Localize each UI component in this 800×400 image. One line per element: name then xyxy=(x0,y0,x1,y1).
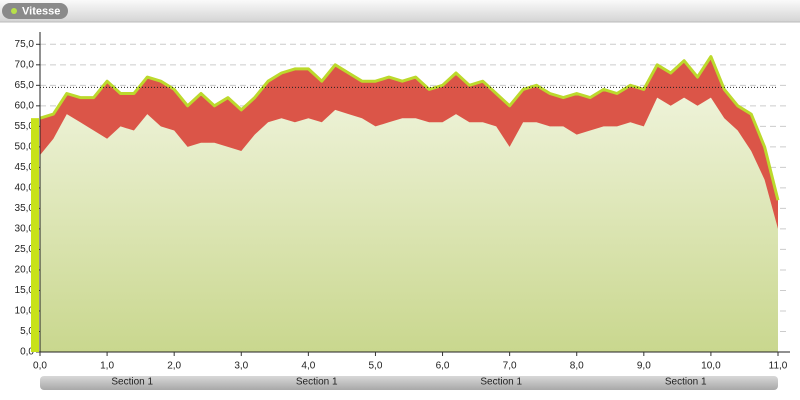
section-label: Section 1 xyxy=(111,377,153,388)
y-tick-label: 45,0 xyxy=(15,162,35,173)
x-tick-label: 9,0 xyxy=(637,361,651,372)
y-tick-label: 55,0 xyxy=(15,121,35,132)
x-tick-label: 4,0 xyxy=(301,361,315,372)
y-tick-label: 75,0 xyxy=(15,39,35,50)
y-tick-label: 25,0 xyxy=(15,244,35,255)
y-tick-label: 0,0 xyxy=(20,347,34,358)
x-tick-label: 2,0 xyxy=(167,361,181,372)
y-tick-label: 5,0 xyxy=(20,326,34,337)
header-bar xyxy=(0,0,800,22)
y-tick-label: 40,0 xyxy=(15,183,35,194)
x-tick-label: 7,0 xyxy=(503,361,517,372)
y-tick-label: 15,0 xyxy=(15,285,35,296)
x-tick-label: 11,0 xyxy=(769,361,788,372)
section-label: Section 1 xyxy=(480,377,522,388)
title-dot xyxy=(11,8,17,14)
speed-line xyxy=(39,55,780,201)
y-tick-label: 65,0 xyxy=(15,80,35,91)
x-tick-label: 0,0 xyxy=(33,361,47,372)
axis-accent xyxy=(31,118,39,353)
y-tick-label: 30,0 xyxy=(15,224,35,235)
y-tick-label: 10,0 xyxy=(15,306,35,317)
y-tick-label: 70,0 xyxy=(15,59,35,70)
x-tick-label: 6,0 xyxy=(436,361,450,372)
x-tick-label: 3,0 xyxy=(234,361,248,372)
y-tick-label: 60,0 xyxy=(15,100,35,111)
x-tick-label: 5,0 xyxy=(369,361,383,372)
x-tick-label: 10,0 xyxy=(701,361,721,372)
y-tick-label: 20,0 xyxy=(15,265,35,276)
chart-title: Vitesse xyxy=(22,5,60,17)
title-pill xyxy=(2,3,68,19)
x-tick-label: 8,0 xyxy=(570,361,584,372)
x-tick-label: 1,0 xyxy=(100,361,114,372)
section-label: Section 1 xyxy=(665,377,707,388)
section-bar xyxy=(40,376,778,390)
section-label: Section 1 xyxy=(296,377,338,388)
y-tick-label: 35,0 xyxy=(15,203,35,214)
y-tick-label: 50,0 xyxy=(15,142,35,153)
